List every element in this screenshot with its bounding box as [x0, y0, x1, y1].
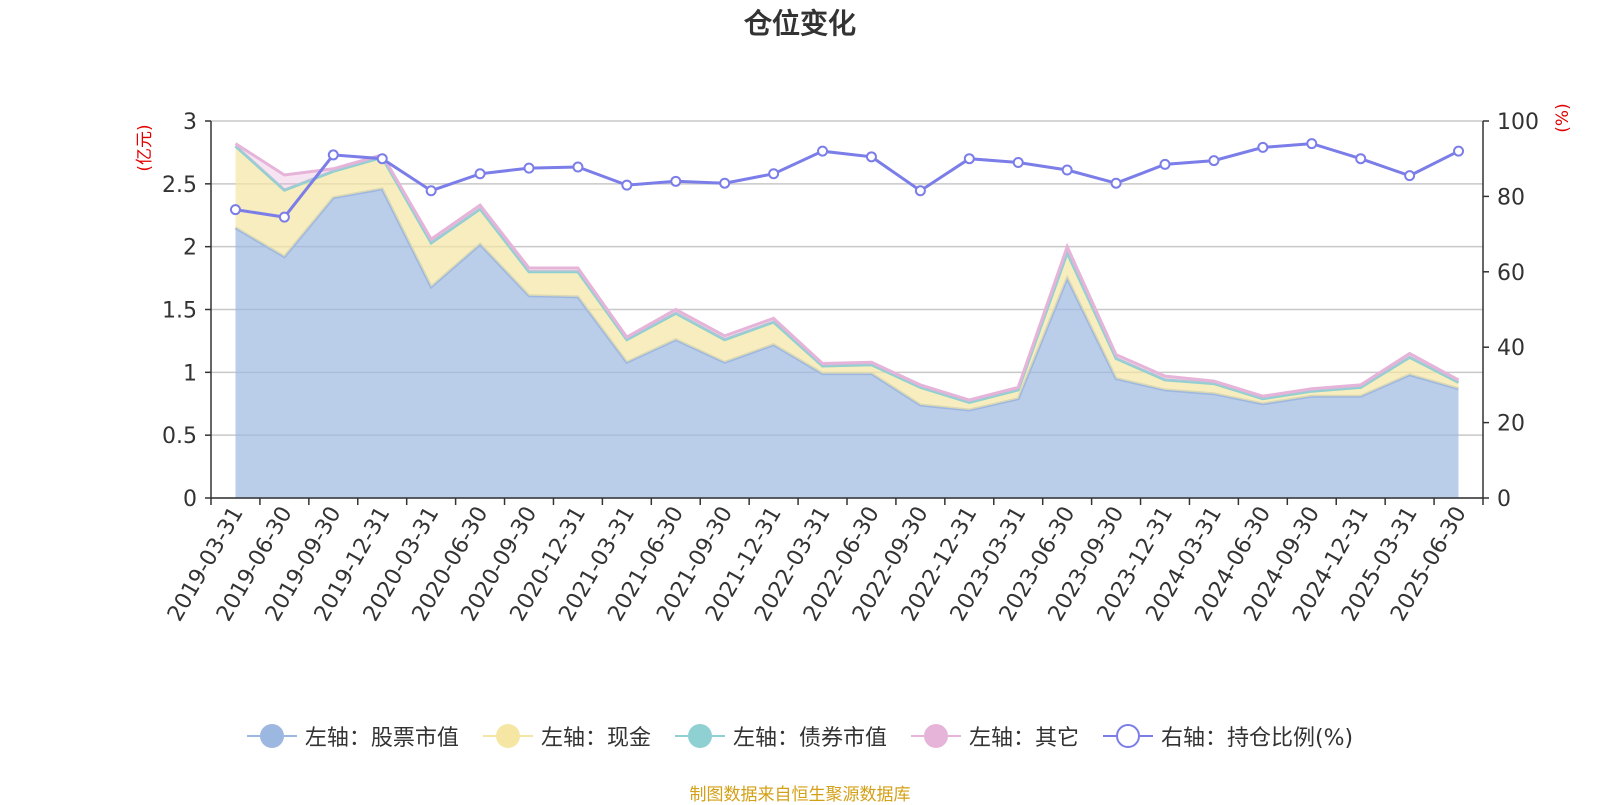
right-tick-label: 80	[1497, 185, 1525, 210]
ratio-point	[817, 145, 829, 157]
ratio-point	[670, 175, 682, 187]
left-tick-label: 0	[183, 487, 197, 512]
ratio-point	[914, 185, 926, 197]
legend-item[interactable]: 左轴：债券市值	[674, 720, 887, 752]
legend-symbol	[674, 724, 725, 748]
ratio-point	[768, 168, 780, 180]
ratio-point	[1404, 170, 1416, 182]
ratio-point	[229, 204, 241, 216]
ratio-point	[621, 179, 633, 191]
ratio-point	[963, 153, 975, 165]
legend-symbol	[910, 724, 961, 748]
ratio-point	[572, 161, 584, 173]
legend-dot	[687, 724, 712, 748]
ratio-point	[1110, 177, 1122, 189]
ratio-point	[1453, 145, 1465, 157]
right-tick-label: 0	[1497, 487, 1511, 512]
left-tick-label: 1	[183, 361, 197, 386]
legend-symbol	[1102, 724, 1153, 748]
left-tick-label: 2	[183, 236, 197, 261]
area-左轴：股票市值	[235, 188, 1459, 498]
ratio-point	[865, 151, 877, 163]
ratio-point	[1208, 155, 1220, 167]
legend-dot	[1115, 724, 1140, 748]
legend-label: 左轴：债券市值	[732, 726, 887, 751]
ratio-point	[1306, 138, 1318, 150]
ratio-point	[1355, 153, 1367, 165]
ratio-line	[235, 142, 1460, 219]
ratio-point	[278, 211, 290, 223]
legend-label: 左轴：股票市值	[304, 726, 459, 751]
ratio-point	[327, 149, 339, 161]
left-tick-label: 1.5	[162, 299, 197, 324]
legend-symbol	[482, 724, 533, 748]
right-tick-label: 100	[1497, 110, 1539, 135]
ratio-point	[376, 153, 388, 165]
right-tick-label: 60	[1497, 261, 1525, 286]
legend-dot	[923, 724, 948, 748]
ratio-point	[1012, 156, 1024, 168]
legend-label: 左轴：现金	[540, 726, 651, 751]
legend-label: 左轴：其它	[968, 726, 1079, 751]
ratio-point	[523, 162, 535, 174]
line-layer	[229, 138, 1465, 223]
legend-item[interactable]: 右轴：持仓比例(%)	[1102, 720, 1354, 752]
legend-item[interactable]: 左轴：现金	[482, 720, 651, 752]
area-edge-左轴：债券市值	[234, 144, 1460, 405]
legend-symbol	[246, 724, 297, 748]
ratio-point	[1061, 164, 1073, 176]
area-edge-左轴：其它	[234, 142, 1460, 402]
ratio-point	[1257, 141, 1269, 153]
left-axis-unit: (亿元)	[135, 124, 155, 171]
ratio-point	[1159, 158, 1171, 170]
area-layer	[234, 142, 1460, 498]
source-note: 制图数据来自恒生聚源数据库	[689, 785, 911, 805]
legend-dot	[259, 724, 284, 748]
ratio-point	[474, 168, 486, 180]
left-tick-label: 0.5	[162, 424, 197, 449]
right-axis-unit: (%)	[1553, 103, 1573, 132]
left-tick-label: 3	[183, 110, 197, 135]
ratio-point	[719, 177, 731, 189]
legend-item[interactable]: 左轴：股票市值	[246, 720, 459, 752]
area-左轴：现金	[235, 146, 1459, 410]
right-tick-label: 40	[1497, 336, 1525, 361]
chart-title: 仓位变化	[743, 7, 856, 40]
ratio-point	[425, 185, 437, 197]
left-tick-label: 2.5	[162, 173, 197, 198]
right-tick-label: 20	[1497, 412, 1525, 437]
legend-label: 右轴：持仓比例(%)	[1160, 726, 1354, 751]
legend-dot	[495, 724, 520, 748]
legend-item[interactable]: 左轴：其它	[910, 720, 1079, 752]
legend: 左轴：股票市值 左轴：现金 左轴：债券市值 左轴：其它 右轴：持仓比例(%)	[0, 720, 1600, 752]
